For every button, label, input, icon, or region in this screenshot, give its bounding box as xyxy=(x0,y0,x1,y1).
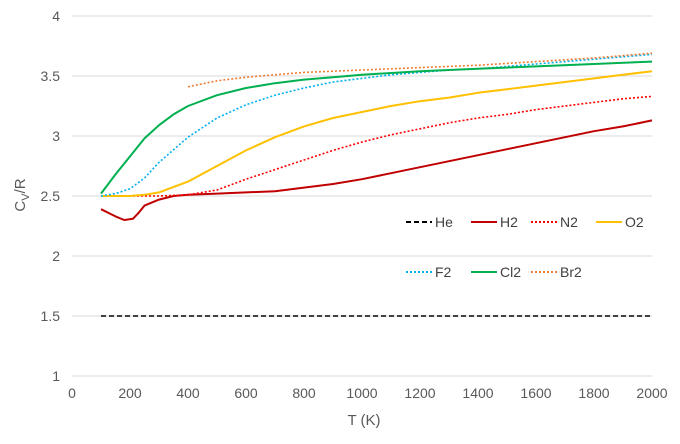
y-tick-label: 3.5 xyxy=(41,68,61,84)
y-axis-title: CV/R xyxy=(12,178,32,211)
x-tick-label: 1400 xyxy=(462,385,493,401)
legend-entry-he: He xyxy=(406,214,453,230)
legend-label: N2 xyxy=(560,214,578,230)
legend-entry-cl2: Cl2 xyxy=(471,264,521,280)
series-line-br2 xyxy=(187,52,653,88)
x-axis-title: T (K) xyxy=(347,412,380,429)
y-tick-labels: 1 1.5 2 2.5 3 3.5 4 xyxy=(41,8,61,384)
x-tick-label: 200 xyxy=(118,385,142,401)
series-line-h2 xyxy=(100,119,653,221)
series-line-o2 xyxy=(101,70,653,197)
legend: He H2 N2 O2 F2 Cl2 Br2 xyxy=(406,214,644,280)
legend-entry-h2: H2 xyxy=(471,214,518,230)
legend-label: Br2 xyxy=(560,264,582,280)
x-tick-label: 1200 xyxy=(404,385,435,401)
legend-label: He xyxy=(435,214,453,230)
y-tick-label: 3 xyxy=(52,128,60,144)
y-tick-label: 1.5 xyxy=(41,308,61,324)
series-lines xyxy=(100,52,653,317)
x-tick-label: 1800 xyxy=(578,385,609,401)
y-tick-label: 2.5 xyxy=(41,188,61,204)
x-tick-label: 400 xyxy=(176,385,200,401)
x-tick-label: 1000 xyxy=(346,385,377,401)
series-line-cl2 xyxy=(100,60,653,195)
x-tick-label: 800 xyxy=(292,385,316,401)
legend-label: H2 xyxy=(500,214,518,230)
x-tick-labels: 0 200 400 600 800 1000 1200 1400 1600 1800 2000 xyxy=(68,385,668,401)
legend-entry-br2: Br2 xyxy=(531,264,582,280)
y-tick-label: 2 xyxy=(52,248,60,264)
y-tick-label: 1 xyxy=(52,368,60,384)
legend-entry-o2: O2 xyxy=(596,214,644,230)
legend-entry-n2: N2 xyxy=(531,214,578,230)
x-tick-label: 2000 xyxy=(636,385,667,401)
legend-entry-f2: F2 xyxy=(406,264,452,280)
y-tick-label: 4 xyxy=(52,8,60,24)
legend-label: O2 xyxy=(625,214,644,230)
x-tick-label: 0 xyxy=(68,385,76,401)
x-tick-label: 1600 xyxy=(520,385,551,401)
legend-label: Cl2 xyxy=(500,264,521,280)
series-line-n2 xyxy=(101,95,653,197)
x-tick-label: 600 xyxy=(234,385,258,401)
legend-label: F2 xyxy=(435,264,452,280)
